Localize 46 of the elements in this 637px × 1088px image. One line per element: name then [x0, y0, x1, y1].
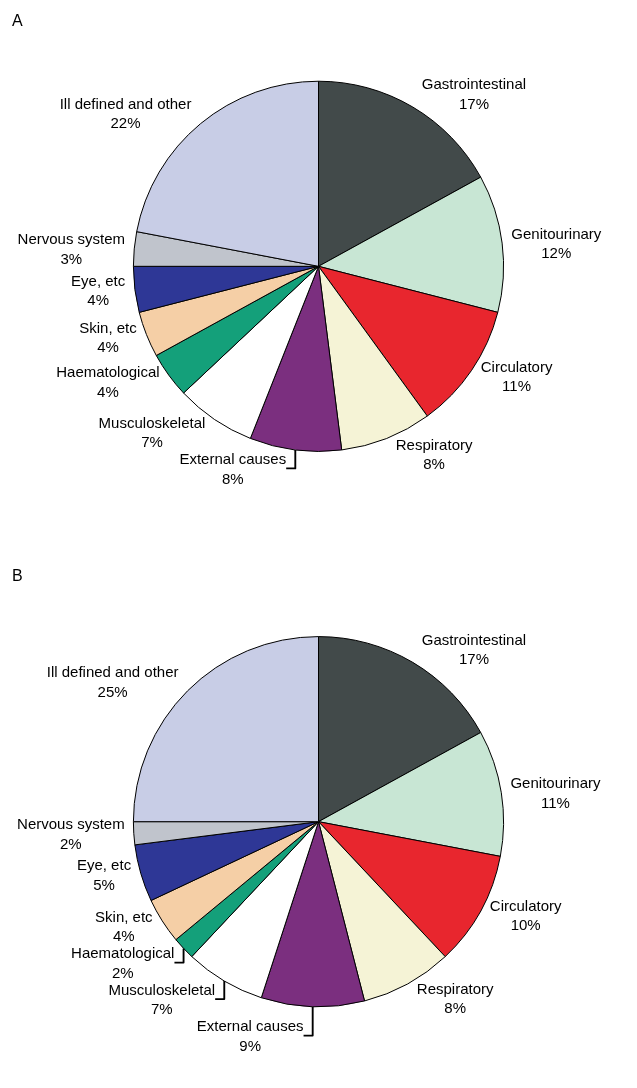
- slice-label: Musculoskeletal: [108, 980, 216, 998]
- data-label: 3%: [60, 249, 83, 267]
- data-label: 9%: [239, 1036, 262, 1054]
- slice-label: Circulatory: [480, 357, 553, 375]
- slice-label: Eye, etc: [71, 271, 126, 289]
- data-label: 22%: [110, 114, 141, 132]
- data-label: 7%: [150, 1000, 173, 1018]
- data-label: 2%: [111, 963, 134, 981]
- data-label: 4%: [112, 927, 135, 945]
- data-label: 4%: [97, 338, 119, 356]
- slice-label: Ill defined and other: [59, 94, 192, 112]
- data-label: 8%: [444, 999, 466, 1017]
- slice-label: Genitourinary: [511, 224, 602, 242]
- slice-label: Skin, etc: [79, 318, 138, 336]
- slice-label: Respiratory: [395, 435, 473, 453]
- slice-label: Gastrointestinal: [421, 630, 527, 648]
- slice-label: Ill defined and other: [46, 663, 179, 681]
- data-label: 5%: [93, 875, 115, 893]
- slice-label: Nervous system: [17, 230, 126, 248]
- chart-title: A: [12, 12, 23, 29]
- data-label: 11%: [541, 793, 570, 811]
- slice-label: Gastrointestinal: [421, 75, 527, 93]
- slice-label: Genitourinary: [510, 774, 601, 792]
- data-label: 7%: [141, 433, 163, 451]
- chart-title: B: [12, 567, 23, 584]
- data-label: 8%: [423, 455, 445, 473]
- slice-label: External causes: [196, 1017, 304, 1035]
- data-label: 4%: [87, 291, 109, 309]
- data-label: 2%: [60, 834, 82, 852]
- data-label: 4%: [97, 382, 119, 400]
- slice-label: Respiratory: [416, 979, 494, 997]
- slice-label: External causes: [179, 450, 287, 468]
- slice-label: Skin, etc: [95, 907, 154, 925]
- data-label: 11%: [502, 377, 532, 395]
- data-label: 12%: [541, 244, 572, 262]
- data-label: 25%: [97, 682, 128, 700]
- data-label: 17%: [458, 650, 489, 668]
- slice-label: Haematological: [71, 944, 175, 962]
- data-label: 8%: [221, 469, 244, 487]
- slice-label: Nervous system: [17, 815, 125, 833]
- slice-label: Musculoskeletal: [98, 413, 206, 431]
- data-label: 10%: [510, 916, 541, 934]
- slice-label: Haematological: [56, 363, 160, 381]
- data-label: 17%: [458, 94, 489, 112]
- slice-label: Circulatory: [489, 896, 563, 914]
- slice-label: Eye, etc: [76, 856, 132, 874]
